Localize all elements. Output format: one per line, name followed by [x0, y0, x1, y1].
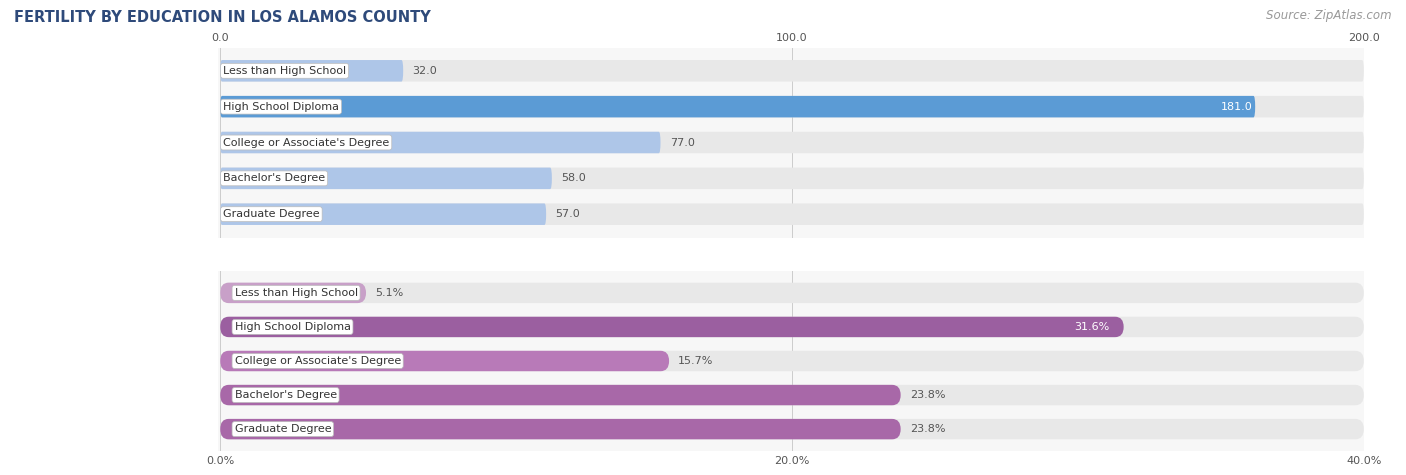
FancyBboxPatch shape — [221, 385, 901, 405]
FancyBboxPatch shape — [221, 168, 553, 189]
FancyBboxPatch shape — [221, 317, 1364, 337]
FancyBboxPatch shape — [221, 168, 1364, 189]
Text: Graduate Degree: Graduate Degree — [224, 209, 319, 219]
Text: 31.6%: 31.6% — [1074, 322, 1109, 332]
FancyBboxPatch shape — [221, 419, 1364, 439]
Text: Less than High School: Less than High School — [224, 66, 346, 76]
Text: High School Diploma: High School Diploma — [224, 102, 339, 112]
FancyBboxPatch shape — [221, 419, 901, 439]
Text: Source: ZipAtlas.com: Source: ZipAtlas.com — [1267, 10, 1392, 22]
FancyBboxPatch shape — [221, 351, 1364, 371]
FancyBboxPatch shape — [221, 283, 1364, 303]
Text: 23.8%: 23.8% — [910, 390, 945, 400]
Text: FERTILITY BY EDUCATION IN LOS ALAMOS COUNTY: FERTILITY BY EDUCATION IN LOS ALAMOS COU… — [14, 10, 430, 25]
FancyBboxPatch shape — [221, 317, 1123, 337]
Text: Less than High School: Less than High School — [235, 288, 357, 298]
Text: 15.7%: 15.7% — [678, 356, 714, 366]
FancyBboxPatch shape — [221, 385, 1364, 405]
Text: Graduate Degree: Graduate Degree — [235, 424, 332, 434]
FancyBboxPatch shape — [221, 60, 1364, 82]
Text: 58.0: 58.0 — [561, 173, 586, 183]
FancyBboxPatch shape — [221, 351, 669, 371]
Text: 32.0: 32.0 — [412, 66, 437, 76]
Text: 181.0: 181.0 — [1220, 102, 1253, 112]
FancyBboxPatch shape — [221, 203, 546, 225]
Text: College or Associate's Degree: College or Associate's Degree — [224, 137, 389, 148]
FancyBboxPatch shape — [221, 283, 366, 303]
FancyBboxPatch shape — [221, 203, 1364, 225]
Text: Bachelor's Degree: Bachelor's Degree — [224, 173, 325, 183]
Text: 5.1%: 5.1% — [375, 288, 404, 298]
FancyBboxPatch shape — [221, 132, 661, 153]
FancyBboxPatch shape — [221, 96, 1256, 117]
Text: 77.0: 77.0 — [669, 137, 695, 148]
FancyBboxPatch shape — [221, 96, 1364, 117]
FancyBboxPatch shape — [221, 132, 1364, 153]
Text: 23.8%: 23.8% — [910, 424, 945, 434]
Text: High School Diploma: High School Diploma — [235, 322, 350, 332]
FancyBboxPatch shape — [221, 60, 404, 82]
Text: 57.0: 57.0 — [555, 209, 581, 219]
Text: Bachelor's Degree: Bachelor's Degree — [235, 390, 336, 400]
Text: College or Associate's Degree: College or Associate's Degree — [235, 356, 401, 366]
